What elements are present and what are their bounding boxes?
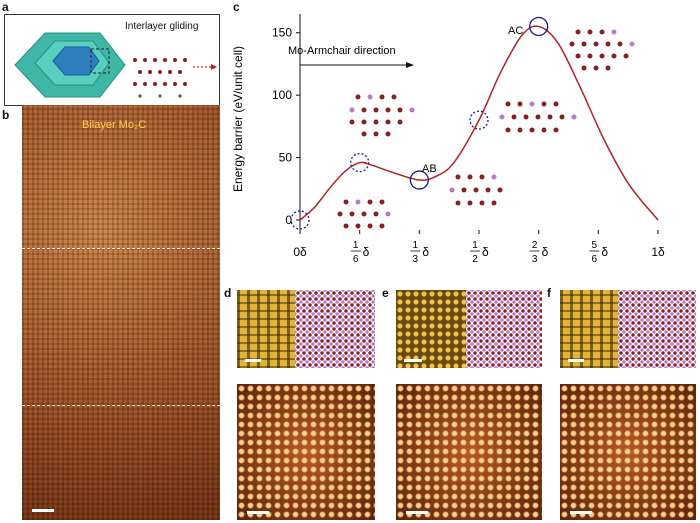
configuration-marker [469, 110, 489, 130]
stem-image-d [237, 384, 375, 520]
panel-label-a: a [2, 0, 9, 14]
structure-inset-bottom-mid [449, 174, 503, 206]
x-tick-unit: δ [601, 245, 608, 259]
structure-inset-bottom-left [337, 199, 391, 229]
panel-label-c: c [233, 0, 240, 14]
x-tick-denominator: 3 [413, 254, 419, 265]
y-axis-label: Energy barrier (eV/unit cell) [231, 46, 245, 192]
x-tick-unit: δ [363, 245, 370, 259]
y-tick-label: 150 [272, 26, 292, 40]
panel-label-d: d [224, 286, 232, 300]
structure-inset-mid-right [499, 101, 577, 133]
hexagon-stack-illustration [14, 32, 217, 98]
stem-image-f [560, 384, 696, 520]
configuration-marker [409, 170, 429, 190]
x-tick-label: 1 3δ [410, 240, 429, 265]
x-tick-denominator: 6 [592, 254, 598, 265]
x-tick-unit: δ [542, 245, 549, 259]
scale-bar [570, 511, 592, 514]
panel-label-e: e [382, 286, 389, 300]
structure-inset-top-right [569, 29, 635, 71]
panel-a-schematic: Interlayer gliding [4, 14, 220, 106]
boundary-line-lower [22, 405, 220, 406]
annotation-ac: AC [508, 25, 523, 37]
x-tick-denominator: 2 [472, 254, 478, 265]
scale-bar [406, 511, 428, 514]
panel-a-caption: Interlayer gliding [125, 21, 199, 32]
scale-bar [568, 359, 584, 362]
structure-inset-left [349, 94, 415, 137]
x-tick-label: 1 2δ [470, 240, 489, 265]
direction-label: Mo-Armchair direction [288, 45, 396, 57]
atomic-model-e [466, 290, 542, 368]
x-tick-unit: δ [482, 245, 489, 259]
x-tick-label: 2 3δ [529, 240, 549, 265]
configuration-marker [529, 16, 549, 37]
x-tick-label: 1δ [651, 245, 665, 259]
x-tick-label: 1 6δ [350, 240, 370, 265]
panel-label-f: f [547, 286, 551, 300]
x-tick-numerator: 1 [472, 240, 478, 251]
x-tick-numerator: 5 [592, 240, 598, 251]
x-tick-unit: δ [422, 245, 429, 259]
y-tick-label: 50 [279, 151, 293, 165]
scale-bar [245, 359, 261, 362]
y-tick-label: 0 [285, 213, 292, 227]
panel-b-caption: Bilayer Mo₂C [82, 119, 147, 131]
x-tick-numerator: 1 [353, 240, 359, 251]
panel-label-b: b [2, 108, 10, 122]
x-tick-denominator: 3 [532, 254, 538, 265]
atomic-model-d [295, 290, 375, 368]
scale-bar [32, 509, 54, 512]
x-tick-denominator: 6 [353, 254, 359, 265]
simulated-image-e [396, 290, 466, 368]
scale-bar [404, 359, 422, 362]
chart-markers [290, 16, 549, 230]
atomic-model-f [618, 290, 696, 368]
x-tick-numerator: 1 [413, 240, 419, 251]
boundary-line-upper [22, 248, 220, 249]
y-tick-label: 100 [272, 88, 292, 102]
configuration-marker [290, 210, 310, 230]
scale-bar [247, 511, 269, 514]
x-tick-label: 0δ [293, 245, 307, 259]
x-tick-label: 5 6δ [589, 240, 608, 265]
stem-image-bilayer: Bilayer Mo₂C [22, 105, 220, 520]
chart-series [299, 25, 659, 221]
simulated-image-f [560, 290, 618, 368]
stem-image-e [396, 384, 542, 520]
energy-curve-line [299, 25, 659, 221]
simulated-image-d [237, 290, 295, 368]
direction-arrowhead [406, 62, 414, 68]
atom-lattice-icon [133, 58, 187, 98]
x-tick-numerator: 2 [532, 240, 538, 251]
annotation-ab: AB [422, 163, 437, 175]
configuration-marker [350, 152, 370, 173]
